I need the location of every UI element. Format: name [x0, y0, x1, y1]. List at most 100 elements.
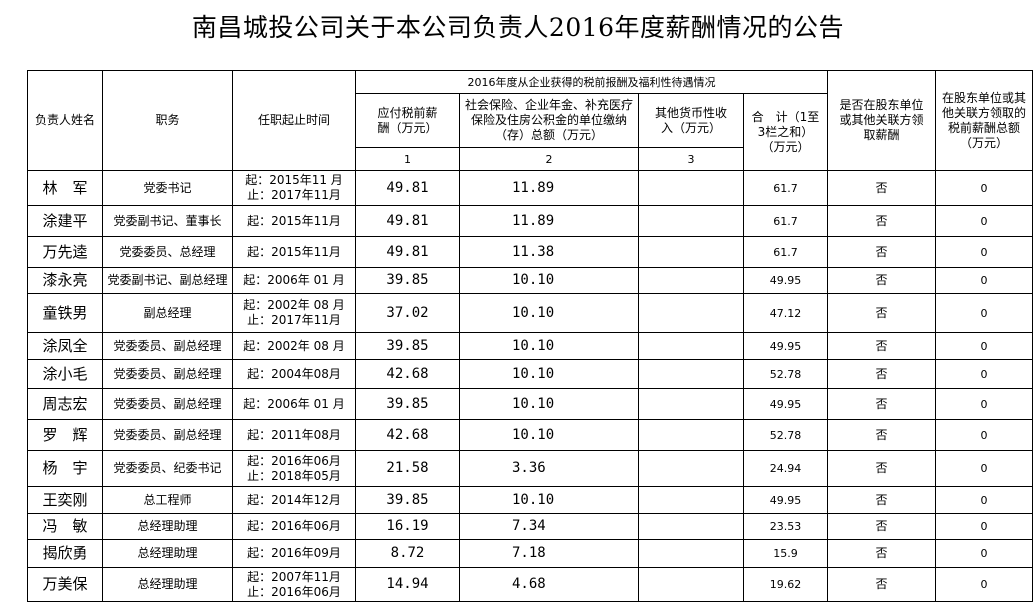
cell-insurance: 7.34	[459, 513, 639, 540]
cell-shareholder: 否	[827, 567, 936, 602]
tenure-start: 起：2015年11月	[247, 213, 341, 228]
cell-shareholder-amount: 0	[935, 205, 1033, 237]
cell-salary: 49.81	[355, 170, 460, 206]
tenure-start: 起：2011年08月	[247, 427, 341, 442]
tenure-start: 起：2015年11 月	[245, 173, 343, 187]
cell-name: 周志宏	[27, 388, 103, 420]
table-row: 揭欣勇 总经理助理 起：2016年09月 8.72 7.18 15.9 否 0	[27, 539, 1033, 568]
cell-salary: 42.68	[355, 359, 460, 389]
cell-shareholder: 否	[827, 236, 936, 268]
cell-tenure: 起：2016年06月 止：2018年05月	[232, 450, 356, 487]
cell-other-income	[638, 236, 744, 268]
cell-tenure: 起：2007年11月 止：2016年06月	[232, 567, 356, 602]
cell-total: 47.12	[743, 293, 828, 333]
header-group: 2016年度从企业获得的税前报酬及福利性待遇情况	[355, 70, 828, 94]
cell-tenure: 起：2004年08月	[232, 359, 356, 389]
table-row: 王奕刚 总工程师 起：2014年12月 39.85 10.10 49.95 否 0	[27, 486, 1033, 514]
cell-name: 林 军	[27, 170, 103, 206]
tenure-start: 起：2007年11月	[247, 569, 341, 584]
cell-salary: 21.58	[355, 450, 460, 487]
cell-total: 61.7	[743, 236, 828, 268]
cell-shareholder: 否	[827, 205, 936, 237]
cell-shareholder-amount: 0	[935, 170, 1033, 206]
cell-other-income	[638, 205, 744, 237]
cell-total: 23.53	[743, 513, 828, 540]
cell-salary: 49.81	[355, 205, 460, 237]
cell-total: 19.62	[743, 567, 828, 602]
cell-total: 52.78	[743, 359, 828, 389]
cell-position: 总经理助理	[102, 567, 233, 602]
tenure-start: 起：2014年12月	[247, 492, 341, 507]
cell-salary: 42.68	[355, 419, 460, 451]
cell-shareholder: 否	[827, 486, 936, 514]
cell-insurance: 3.36	[459, 450, 639, 487]
header-salary: 应付税前薪酬（万元）	[355, 93, 460, 148]
cell-insurance: 7.18	[459, 539, 639, 568]
cell-other-income	[638, 419, 744, 451]
cell-shareholder-amount: 0	[935, 359, 1033, 389]
cell-salary: 39.85	[355, 332, 460, 360]
tenure-start: 起：2004年08月	[247, 366, 341, 381]
cell-shareholder-amount: 0	[935, 567, 1033, 602]
cell-tenure: 起：2006年 01 月	[232, 267, 356, 294]
cell-salary: 37.02	[355, 293, 460, 333]
cell-shareholder-amount: 0	[935, 332, 1033, 360]
cell-name: 涂建平	[27, 205, 103, 237]
cell-tenure: 起：2015年11 月止：2017年11月	[232, 170, 356, 206]
cell-name: 罗 辉	[27, 419, 103, 451]
cell-position: 党委书记	[102, 170, 233, 206]
cell-tenure: 起：2016年09月	[232, 539, 356, 568]
cell-position: 党委委员、纪委书记	[102, 450, 233, 487]
cell-name: 漆永亮	[27, 267, 103, 294]
cell-tenure: 起：2015年11月	[232, 205, 356, 237]
cell-shareholder-amount: 0	[935, 486, 1033, 514]
cell-insurance: 4.68	[459, 567, 639, 602]
cell-shareholder: 否	[827, 293, 936, 333]
tenure-start: 起：2006年 01 月	[243, 273, 345, 287]
cell-other-income	[638, 513, 744, 540]
table-row: 罗 辉党委委员、副总经理 起：2011年08月 42.68 10.10 52.78 否 0	[27, 419, 1033, 451]
cell-salary: 39.85	[355, 486, 460, 514]
cell-position: 总经理助理	[102, 539, 233, 568]
tenure-start: 起：2002年 08 月	[243, 338, 345, 353]
cell-shareholder: 否	[827, 450, 936, 487]
cell-total: 24.94	[743, 450, 828, 487]
cell-name: 万先逵	[27, 236, 103, 268]
header-total: 合 计（1至3栏之和）（万元）	[743, 93, 828, 171]
cell-tenure: 起：2002年 08 月	[232, 332, 356, 360]
cell-shareholder: 否	[827, 539, 936, 568]
cell-insurance: 10.10	[459, 267, 639, 294]
cell-insurance: 11.38	[459, 236, 639, 268]
cell-other-income	[638, 332, 744, 360]
table-row: 杨 宇党委委员、纪委书记 起：2016年06月 止：2018年05月 21.58 3.3…	[27, 450, 1033, 487]
cell-insurance: 10.10	[459, 359, 639, 389]
cell-name: 冯 敏	[27, 513, 103, 540]
cell-total: 49.95	[743, 388, 828, 420]
cell-insurance: 10.10	[459, 332, 639, 360]
cell-insurance: 10.10	[459, 486, 639, 514]
cell-insurance: 10.10	[459, 388, 639, 420]
cell-shareholder: 否	[827, 170, 936, 206]
cell-shareholder: 否	[827, 332, 936, 360]
table-row: 童铁男 副总经理 起：2002年 08 月止：2017年11月 37.02 10.10 4…	[27, 293, 1033, 333]
page-title: 南昌城投公司关于本公司负责人2016年度薪酬情况的公告	[191, 13, 845, 42]
cell-name: 王奕刚	[27, 486, 103, 514]
cell-tenure: 起：2011年08月	[232, 419, 356, 451]
tenure-end: 止：2017年11月	[247, 313, 341, 327]
header-index-2: 2	[459, 147, 639, 171]
cell-other-income	[638, 359, 744, 389]
header-index-1: 1	[355, 147, 460, 171]
cell-position: 副总经理	[102, 293, 233, 333]
cell-shareholder: 否	[827, 513, 936, 540]
header-insurance: 社会保险、企业年金、补充医疗保险及住房公积金的单位缴纳（存）总额（万元）	[459, 93, 639, 148]
cell-position: 党委副书记、董事长	[102, 205, 233, 237]
header-other-income: 其他货币性收入（万元）	[638, 93, 744, 148]
cell-shareholder-amount: 0	[935, 450, 1033, 487]
cell-total: 52.78	[743, 419, 828, 451]
cell-name: 童铁男	[27, 293, 103, 333]
cell-other-income	[638, 293, 744, 333]
table-row: 万先逵 党委委员、总经理 起：2015年11月 49.81 11.38 61.7 否 0	[27, 236, 1033, 268]
cell-shareholder-amount: 0	[935, 388, 1033, 420]
cell-name: 万美保	[27, 567, 103, 602]
cell-tenure: 起：2006年 01 月	[232, 388, 356, 420]
